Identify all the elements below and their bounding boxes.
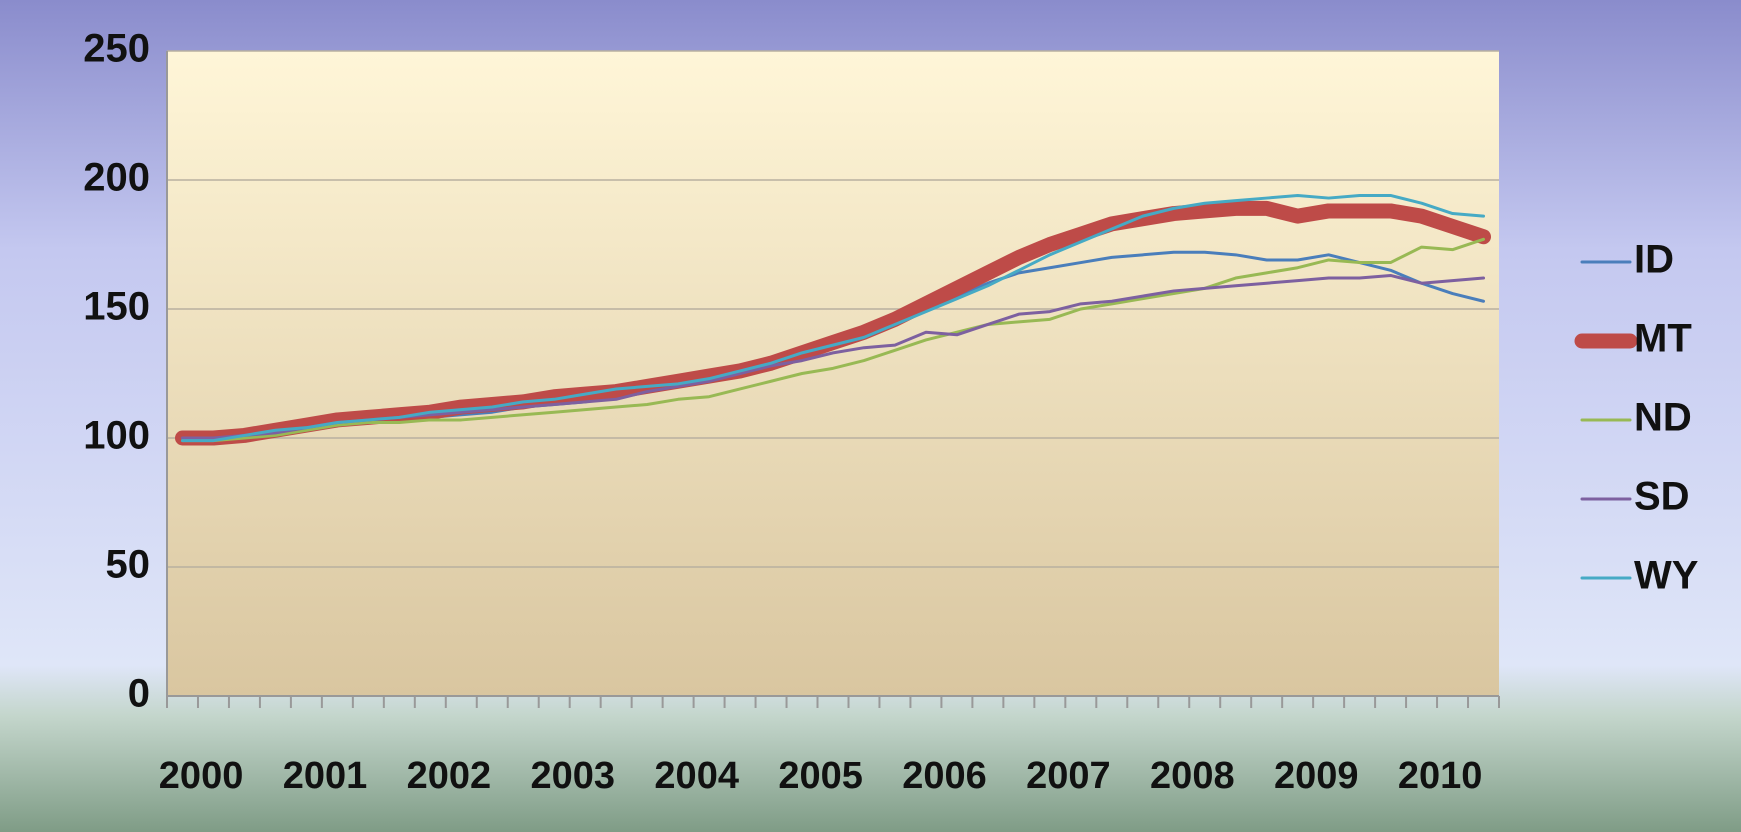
x-tick-label: 2001 (283, 755, 368, 797)
y-tick-label: 0 (128, 672, 150, 716)
line-series (180, 193, 1486, 443)
legend-label: WY (1634, 554, 1699, 598)
y-tick-label: 50 (106, 543, 151, 587)
legend-label: MT (1634, 317, 1692, 361)
x-tick-label: 2003 (531, 755, 616, 797)
x-tick-label: 2000 (159, 755, 244, 797)
line-series (174, 200, 1492, 446)
x-tick-label: 2005 (778, 755, 863, 797)
x-tick-label: 2004 (654, 755, 739, 797)
y-tick-label: 150 (83, 285, 150, 329)
y-tick-label: 100 (83, 414, 150, 458)
x-tick-label: 2002 (407, 755, 492, 797)
y-tick-label: 250 (83, 27, 150, 71)
y-tick-label: 200 (83, 156, 150, 200)
plot-area (167, 51, 1499, 696)
x-tick-label: 2006 (902, 755, 987, 797)
line-series (180, 237, 1486, 443)
legend-label: ID (1634, 238, 1674, 282)
x-tick-label: 2009 (1274, 755, 1359, 797)
legend-label: ND (1634, 396, 1692, 440)
x-tick-label: 2010 (1398, 755, 1483, 797)
legend-label: SD (1634, 475, 1690, 519)
x-tick-label: 2008 (1150, 755, 1235, 797)
x-tick-label: 2007 (1026, 755, 1111, 797)
